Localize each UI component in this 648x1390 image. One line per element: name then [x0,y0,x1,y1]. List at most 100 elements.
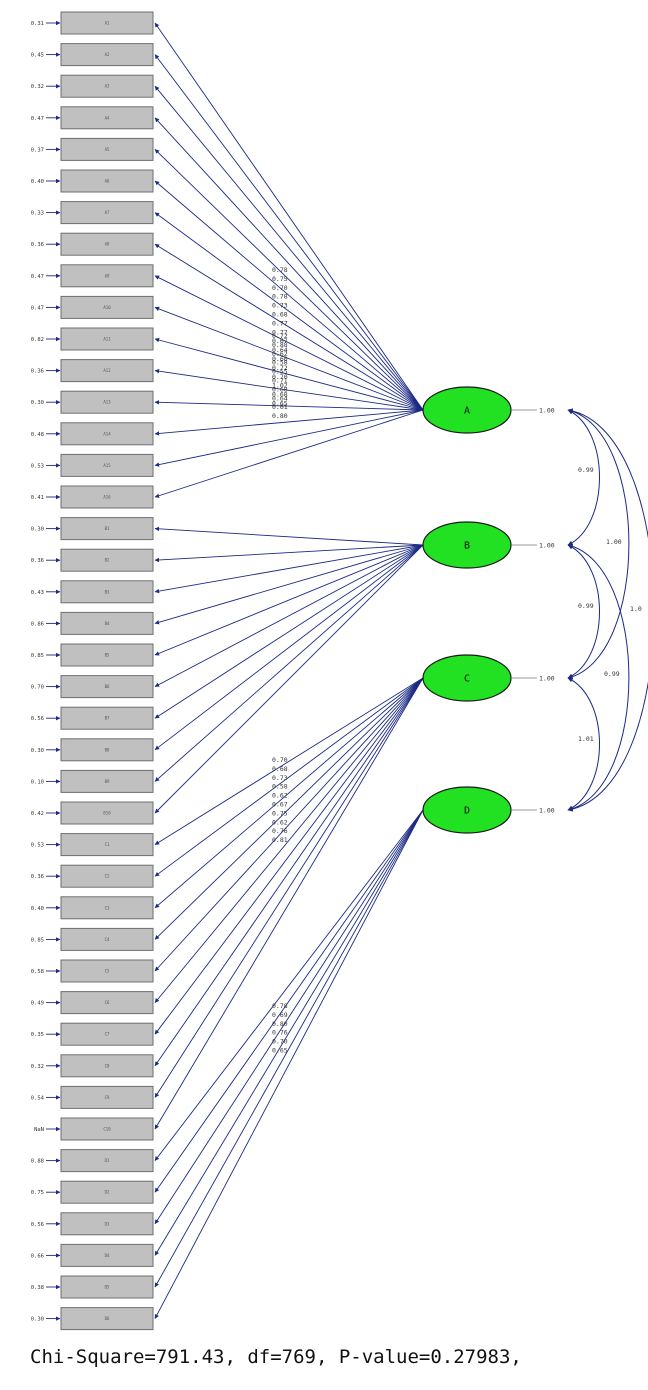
latent-A: A 1.00 [422,386,555,434]
indicator-B4: B4 0.86 [31,611,154,635]
loading-path [154,149,424,411]
indicator-box [60,485,154,509]
error-variance: 0.42 [31,811,44,817]
latent-label: D [464,806,470,817]
error-variance: 0.75 [31,1190,44,1196]
indicator-D2: D2 0.75 [31,1180,154,1204]
error-variance: 0.43 [31,590,44,596]
error-variance: NaN [34,1127,44,1133]
loading-value: 0.73 [272,302,288,310]
indicator-label: D6 [105,1316,110,1321]
covariance-value: 0.99 [578,466,594,474]
loading-value: 0.78 [272,293,288,301]
loading-path [154,544,424,687]
indicator-box [60,106,154,130]
loading-value: 0.81 [272,836,288,844]
indicator-D6: D6 0.30 [31,1307,154,1331]
indicator-label: B9 [105,779,110,784]
indicator-box [60,1117,154,1141]
error-variance: 0.48 [31,432,44,438]
indicator-box [60,43,154,67]
loading-path [154,85,424,411]
covariance-curve [567,544,600,679]
fit-statistics: Chi-Square=791.43, df=769, P-value=0.279… [30,1346,522,1368]
error-variance: 0.47 [31,274,44,280]
indicator-label: B7 [105,716,110,721]
loading-value: 0.61 [272,403,288,411]
indicator-B3: B3 0.43 [31,580,154,604]
indicator-label: A7 [105,210,110,215]
error-variance: 0.32 [31,1064,44,1070]
loading-path [154,409,424,498]
loading-path [154,275,424,411]
loading-path [154,809,424,1288]
error-variance: 0.31 [31,21,44,27]
indicator-label: C6 [105,1000,110,1005]
indicator-label: A2 [105,52,110,57]
indicator-A8: A8 0.36 [31,232,154,256]
loading-path [154,54,424,411]
error-variance: 0.30 [31,400,44,406]
indicator-box [60,738,154,762]
indicator-C1: C1 0.53 [31,833,154,857]
indicator-label: C10 [103,1127,111,1132]
indicator-label: A6 [105,179,110,184]
error-variance: 0.36 [31,242,44,248]
error-variance: 0.53 [31,843,44,849]
loading-value: 0.64 [272,394,288,402]
latent-D: D 1.00 [422,786,555,834]
error-variance: 0.49 [31,1001,44,1007]
loading-value: 0.62 [272,818,288,826]
indicator-label: A15 [103,463,111,468]
indicator-box [60,422,154,446]
loading-value: 0.69 [272,1011,288,1019]
loading-path [154,544,424,656]
error-variance: 0.56 [31,1222,44,1228]
error-variance: 0.47 [31,305,44,311]
indicator-D4: D4 0.66 [31,1243,154,1267]
indicator-box [60,137,154,161]
indicator-C2: C2 0.36 [31,864,154,888]
loading-path [154,22,424,411]
loading-path [154,677,424,1098]
loading-path [154,677,424,1067]
loading-path [154,809,424,1193]
covariance-value: 1.00 [606,538,622,546]
indicator-box [60,1275,154,1299]
indicator-box [60,359,154,383]
loading-path [154,809,424,1161]
error-variance: 0.40 [31,179,44,185]
indicator-A7: A7 0.33 [31,201,154,225]
indicator-box [60,706,154,730]
loading-value: 0.80 [272,1020,288,1028]
indicator-label: D1 [105,1158,110,1163]
indicator-A14: A14 0.48 [31,422,154,446]
loading-value: 0.67 [272,337,288,345]
indicator-box [60,611,154,635]
error-variance: 0.70 [31,685,44,691]
indicator-C4: C4 0.85 [31,927,154,951]
loading-path [154,544,424,594]
indicator-label: A1 [105,21,110,26]
indicator-box [60,169,154,193]
loading-value: 0.78 [272,266,288,274]
error-variance: 0.10 [31,779,44,785]
latent-B: B 1.00 [422,521,555,569]
error-variance: 0.33 [31,211,44,217]
indicator-box [60,11,154,35]
loading-value: 0.73 [272,774,288,782]
loading-value: 0.70 [272,373,288,381]
loading-value: 0.72 [272,364,288,372]
indicator-label: A16 [103,495,111,500]
loading-path [154,677,424,1130]
latent-C: C 1.00 [422,654,555,702]
loading-value: 0.65 [272,1047,288,1055]
covariance-curve [567,408,630,680]
loading-path [154,809,424,1319]
error-variance: 0.38 [31,1285,44,1291]
indicator-A2: A2 0.45 [31,43,154,67]
indicator-A15: A15 0.53 [31,453,154,477]
indicator-label: B8 [105,747,110,752]
indicator-C6: C6 0.49 [31,991,154,1015]
indicator-box [60,517,154,541]
